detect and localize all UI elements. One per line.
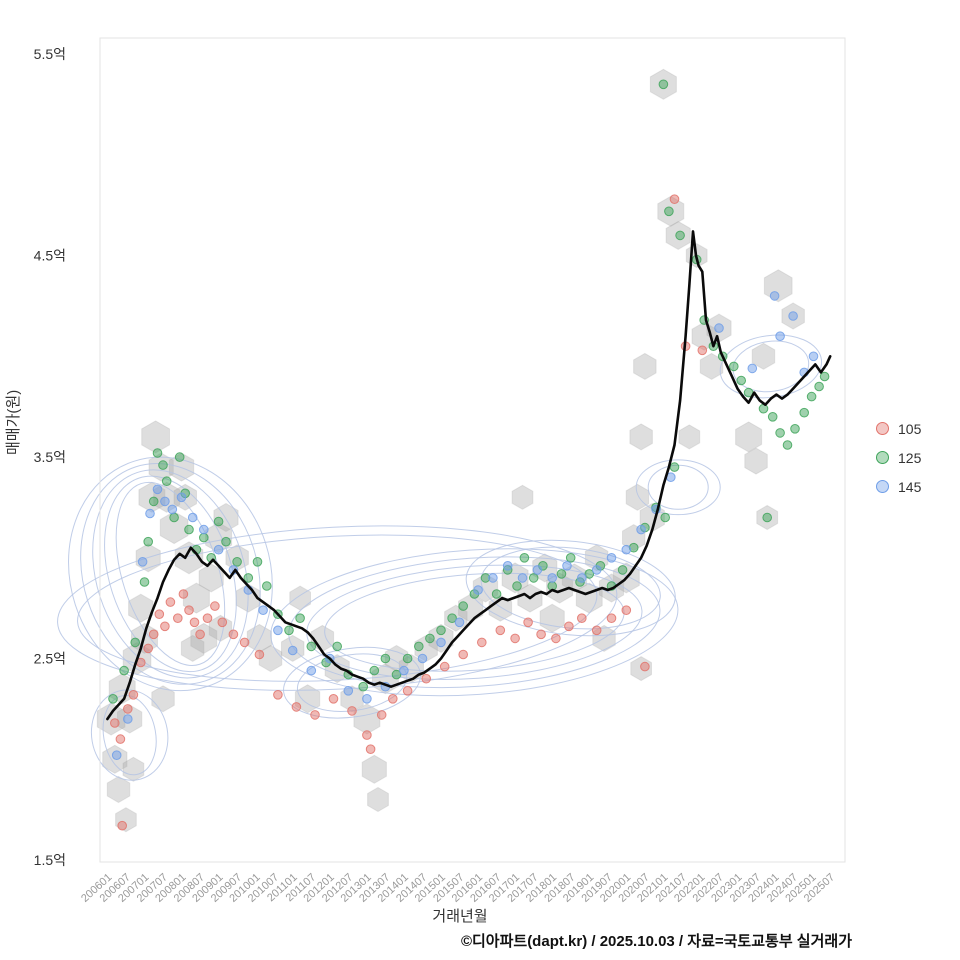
y-tick-label: 2.5억 xyxy=(34,651,66,667)
legend-swatch-145-icon xyxy=(876,480,889,493)
legend-label-125: 125 xyxy=(898,449,922,466)
footer-credit: ©디아파트(dapt.kr) / 2025.10.03 / 자료=국토교통부 실… xyxy=(460,933,852,950)
legend-swatch-125-icon xyxy=(876,451,889,464)
legend-item-125: 125 xyxy=(876,443,921,472)
legend-label-145: 145 xyxy=(898,478,922,495)
y-axis-title: 매매가(원) xyxy=(5,389,22,455)
y-tick-label: 1.5억 xyxy=(34,852,66,868)
y-tick-label: 3.5억 xyxy=(34,449,66,465)
legend-label-105: 105 xyxy=(898,420,922,437)
plot-background xyxy=(100,38,845,862)
trend-line-layer xyxy=(106,230,832,721)
scatter-series-125 xyxy=(108,79,830,704)
legend-item-105: 105 xyxy=(876,414,921,443)
legend-swatch-105-icon xyxy=(876,422,889,435)
y-tick-label: 5.5억 xyxy=(34,46,66,62)
x-axis-title: 거래년월 xyxy=(432,908,488,925)
scatter-series-145 xyxy=(111,291,819,761)
legend-item-145: 145 xyxy=(876,472,921,501)
legend: 105 125 145 xyxy=(876,414,921,501)
scatter-series-105 xyxy=(110,194,708,831)
y-tick-label: 4.5억 xyxy=(34,248,66,264)
